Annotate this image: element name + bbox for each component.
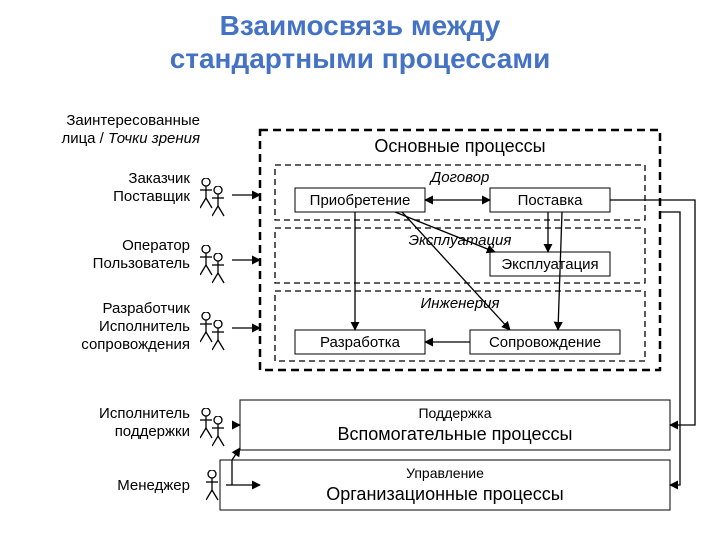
box-delivery-text: Поставка	[518, 192, 584, 209]
stakeholder-3-0: Исполнитель	[99, 405, 190, 422]
aux-processes-label: Поддержка	[418, 405, 491, 421]
box-development-text: Разработка	[320, 334, 401, 351]
page-title-line1: Взаимосвязь между	[220, 10, 501, 41]
stick-pair-3	[200, 408, 224, 446]
stakeholder-1-1: Пользователь	[93, 255, 191, 272]
stakeholder-1-0: Оператор	[122, 237, 190, 254]
subgroup-operation-label: Эксплуатация	[409, 232, 512, 249]
stakeholders-header-2: лица / Точки зрения	[61, 130, 200, 147]
stakeholder-2-1: Исполнитель	[99, 318, 190, 335]
org-processes-label: Управление	[406, 465, 484, 481]
stakeholder-0-1: Поставщик	[113, 188, 190, 205]
stakeholders-header-1: Заинтересованные	[66, 112, 200, 129]
diagram-root: Взаимосвязь между стандартными процессам…	[0, 0, 720, 540]
page-title-line2: стандартными процессами	[170, 43, 551, 74]
stakeholder-3-1: поддержки	[115, 423, 190, 440]
stickfigures	[200, 178, 224, 500]
stick-pair-1	[200, 245, 224, 283]
stick-single-4	[206, 470, 218, 500]
box-operation-text: Эксплуатация	[501, 256, 598, 273]
stakeholder-4-0: Менеджер	[117, 477, 190, 494]
main-processes-title: Основные процессы	[374, 136, 545, 156]
subgroup-engineering-label: Инженерия	[421, 295, 500, 312]
stakeholder-0-0: Заказчик	[128, 170, 190, 187]
subgroup-contract-label: Договор	[429, 169, 490, 186]
box-acquisition-text: Приобретение	[310, 192, 411, 209]
stick-pair-0	[200, 178, 224, 216]
stakeholder-2-0: Разработчик	[103, 300, 191, 317]
org-processes-title: Организационные процессы	[326, 484, 563, 504]
aux-processes-title: Вспомогательные процессы	[338, 424, 573, 444]
stakeholder-2-2: сопровождения	[81, 336, 190, 353]
stick-pair-2	[200, 312, 224, 350]
box-maintenance-text: Сопровождение	[489, 334, 601, 351]
